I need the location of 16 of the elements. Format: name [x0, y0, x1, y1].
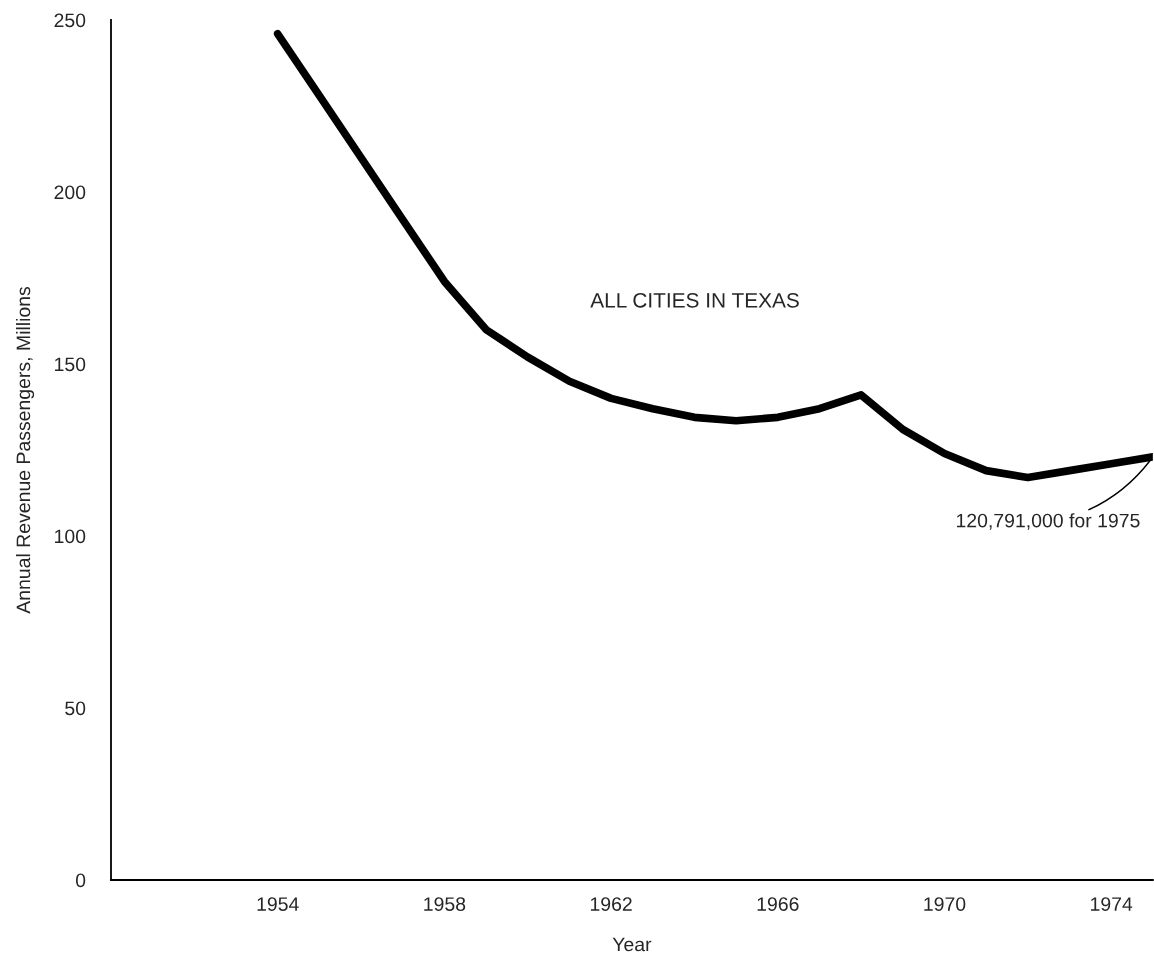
x-tick-label: 1974 [1091, 897, 1133, 911]
x-axis-title: Year [612, 937, 652, 952]
annotation: 120,791,000 for 1975 [956, 513, 1140, 530]
text: ALL CITIES IN TEXAS [590, 292, 799, 308]
y-tick-label: 250 [54, 13, 86, 28]
x-tick-label: 1958 [424, 897, 466, 911]
x-tick-label: 1970 [924, 897, 966, 911]
y-tick-label: 200 [54, 185, 86, 200]
x-tick-label: 1954 [257, 897, 299, 911]
y-tick-label: 0 [75, 873, 86, 888]
y-tick-label: 50 [65, 701, 86, 716]
x-tick-label: 1966 [757, 897, 799, 911]
y-tick-label: 150 [55, 357, 86, 372]
x-tick-label: 1962 [590, 897, 632, 911]
y-axis-title: Annual Revenue Passengers, Millions [15, 286, 35, 614]
y-tick-label: 100 [55, 529, 86, 544]
